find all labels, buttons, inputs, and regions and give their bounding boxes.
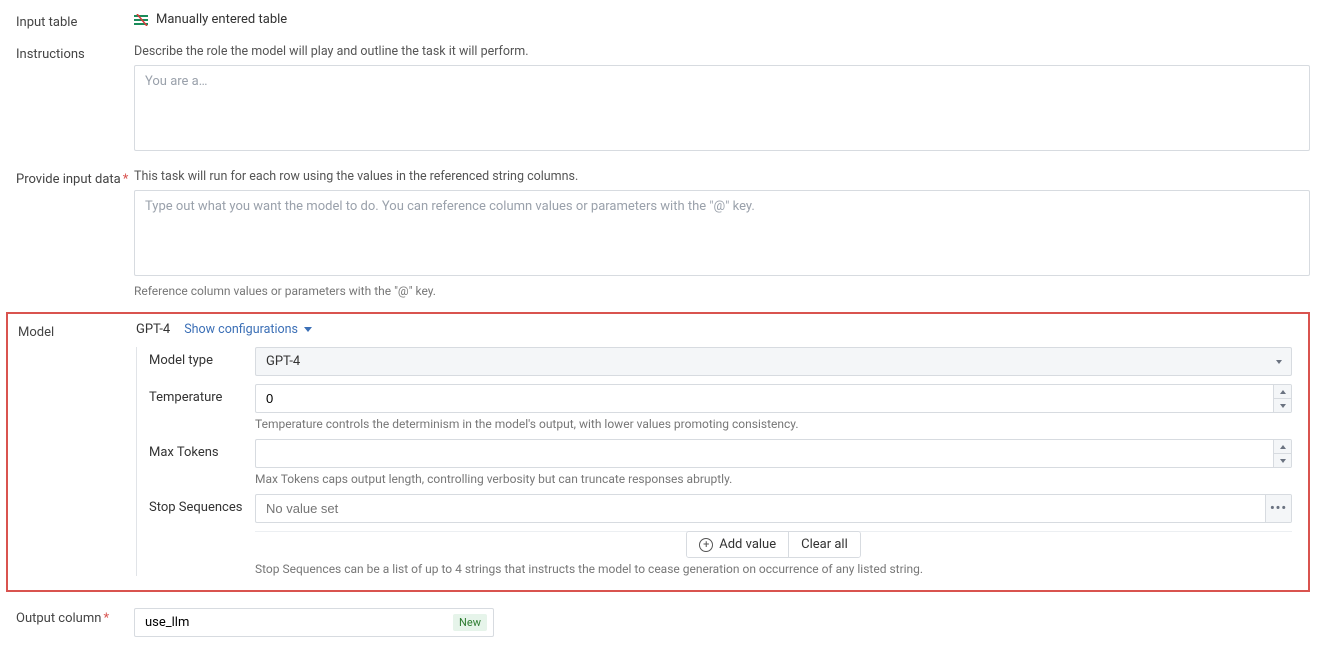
- input-table-label: Input table: [16, 12, 134, 30]
- temperature-label: Temperature: [137, 384, 255, 405]
- input-data-input[interactable]: [134, 190, 1310, 276]
- temperature-step-up[interactable]: [1274, 385, 1291, 398]
- caret-down-icon: [304, 327, 312, 332]
- chevron-down-icon: [1276, 360, 1282, 364]
- instructions-input[interactable]: [134, 65, 1310, 151]
- output-column-row: Output column* New: [16, 608, 1310, 637]
- caret-up-icon: [1280, 390, 1286, 394]
- model-label: Model: [8, 322, 136, 584]
- model-section: Model GPT-4 Show configurations Model ty…: [6, 312, 1310, 592]
- temperature-input[interactable]: [256, 385, 1273, 412]
- model-type-select[interactable]: GPT-4: [255, 347, 1292, 376]
- temperature-row: Temperature Temperature controls the det…: [137, 384, 1300, 431]
- input-data-hint: This task will run for each row using th…: [134, 169, 1310, 184]
- table-icon: [134, 14, 150, 26]
- instructions-hint: Describe the role the model will play an…: [134, 44, 1310, 59]
- plus-circle-icon: +: [699, 538, 713, 552]
- caret-down-icon: [1280, 404, 1286, 408]
- temperature-help: Temperature controls the determinism in …: [255, 417, 1292, 431]
- stop-sequences-help: Stop Sequences can be a list of up to 4 …: [255, 562, 1292, 576]
- clear-all-button[interactable]: Clear all: [788, 532, 860, 557]
- stop-sequences-input-wrap: •••: [255, 494, 1292, 523]
- input-table-value: Manually entered table: [156, 12, 287, 27]
- max-tokens-step-down[interactable]: [1274, 453, 1291, 467]
- model-type-label: Model type: [137, 347, 255, 368]
- model-type-value: GPT-4: [256, 348, 1267, 375]
- caret-up-icon: [1280, 445, 1286, 449]
- add-value-button[interactable]: + Add value: [687, 532, 788, 557]
- model-type-row: Model type GPT-4: [137, 347, 1300, 376]
- required-asterisk: *: [103, 611, 109, 626]
- clear-all-label: Clear all: [801, 537, 848, 552]
- add-value-label: Add value: [719, 537, 776, 552]
- show-configurations-toggle[interactable]: Show configurations: [184, 322, 312, 337]
- model-name: GPT-4: [136, 322, 170, 337]
- caret-down-icon: [1280, 459, 1286, 463]
- input-data-hint-below: Reference column values or parameters wi…: [134, 284, 1310, 298]
- output-column-label: Output column*: [16, 608, 134, 637]
- output-column-input-wrap: New: [134, 608, 494, 637]
- more-button[interactable]: •••: [1265, 495, 1291, 522]
- stop-sequences-row: Stop Sequences ••• + Add value: [137, 494, 1300, 576]
- show-configurations-label: Show configurations: [184, 322, 298, 337]
- max-tokens-input[interactable]: [256, 440, 1273, 467]
- input-data-label-text: Provide input data: [16, 172, 121, 187]
- temperature-input-wrap: [255, 384, 1292, 413]
- required-asterisk: *: [123, 172, 129, 187]
- stop-sequences-label: Stop Sequences: [137, 494, 255, 515]
- temperature-step-down[interactable]: [1274, 398, 1291, 412]
- input-data-row: Provide input data* This task will run f…: [16, 169, 1310, 298]
- max-tokens-row: Max Tokens Max Tokens caps output length…: [137, 439, 1300, 486]
- input-table-row: Input table Manually entered table: [16, 12, 1310, 30]
- output-column-input[interactable]: [135, 609, 453, 636]
- max-tokens-input-wrap: [255, 439, 1292, 468]
- max-tokens-help: Max Tokens caps output length, controlli…: [255, 472, 1292, 486]
- output-column-label-text: Output column: [16, 611, 101, 626]
- max-tokens-step-up[interactable]: [1274, 440, 1291, 453]
- max-tokens-label: Max Tokens: [137, 439, 255, 460]
- input-data-label: Provide input data*: [16, 169, 134, 298]
- instructions-label: Instructions: [16, 44, 134, 155]
- instructions-row: Instructions Describe the role the model…: [16, 44, 1310, 155]
- stop-sequences-input[interactable]: [256, 495, 1265, 522]
- new-badge: New: [453, 614, 487, 631]
